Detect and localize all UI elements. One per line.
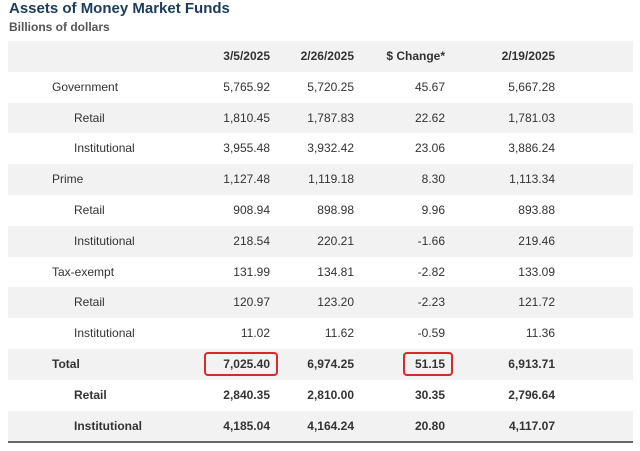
value-cell: 134.81 — [317, 264, 354, 279]
value-cell: -0.59 — [417, 326, 445, 341]
value-cell: 1,113.34 — [509, 172, 555, 187]
row-label: Retail — [74, 110, 105, 125]
value-cell: 8.30 — [421, 172, 445, 187]
highlighted-total-value: 7,025.40 — [204, 351, 278, 376]
row-label: Total — [52, 356, 80, 371]
value-cell: 11.02 — [240, 326, 270, 341]
value-cell: 11.36 — [525, 326, 555, 341]
header-col-3: $ Change* — [386, 49, 445, 63]
value-cell: 9.96 — [421, 202, 445, 217]
value-cell: 898.98 — [317, 202, 354, 217]
value-cell: 2,840.35 — [223, 387, 270, 402]
row-label: Retail — [74, 295, 105, 310]
value-cell: 219.46 — [518, 233, 555, 248]
value-cell: 133.09 — [518, 264, 555, 279]
table-row: Retail 908.94 898.98 9.96 893.88 — [8, 195, 633, 226]
value-cell: 4,164.24 — [307, 418, 354, 433]
value-cell: 20.80 — [414, 418, 445, 433]
table-row: Government 5,765.92 5,720.25 45.67 5,667… — [8, 72, 633, 103]
table-bottom-rule — [8, 441, 633, 444]
value-cell: 23.06 — [414, 141, 445, 156]
value-cell: 3,955.48 — [223, 141, 270, 156]
value-cell: 121.72 — [518, 295, 555, 310]
value-cell: 218.54 — [233, 233, 270, 248]
header-col-2: 2/26/2025 — [300, 49, 354, 63]
value-cell: 4,185.04 — [223, 418, 270, 433]
value-cell: 22.62 — [414, 110, 445, 125]
value-cell: 908.94 — [233, 202, 270, 217]
value-cell: 1,810.45 — [223, 110, 270, 125]
table-row: Retail 1,810.45 1,787.83 22.62 1,781.03 — [8, 102, 633, 134]
total-row: Total 7,025.40 6,974.25 51.15 6,913.71 — [8, 348, 633, 380]
value-cell: 1,781.03 — [508, 110, 555, 125]
value-cell: -1.66 — [417, 233, 445, 248]
value-cell: 6,913.71 — [508, 356, 555, 371]
table-row: Institutional 4,185.04 4,164.24 20.80 4,… — [8, 410, 633, 442]
table-title: Assets of Money Market Funds — [9, 0, 230, 17]
value-cell: 220.21 — [317, 233, 354, 248]
value-cell: 2,796.64 — [508, 387, 555, 402]
table-row: Institutional 3,955.48 3,932.42 23.06 3,… — [8, 133, 633, 164]
value-cell: 3,932.42 — [307, 141, 354, 156]
value-cell: -2.23 — [417, 295, 445, 310]
row-label: Institutional — [74, 418, 142, 433]
value-cell: 1,127.48 — [223, 172, 270, 187]
value-cell: 120.97 — [233, 295, 270, 310]
row-label: Institutional — [74, 141, 135, 156]
header-col-1: 3/5/2025 — [223, 49, 270, 63]
value-cell: 5,720.25 — [307, 79, 354, 94]
value-cell: -2.82 — [417, 264, 445, 279]
money-market-assets-table: 3/5/2025 2/26/2025 $ Change* 2/19/2025 G… — [8, 41, 633, 444]
table-row: Institutional 218.54 220.21 -1.66 219.46 — [8, 225, 633, 257]
value-cell: 11.62 — [324, 326, 354, 341]
value-cell: 4,117.07 — [508, 418, 555, 433]
value-cell: 893.88 — [518, 202, 555, 217]
value-cell: 131.99 — [233, 264, 270, 279]
header-row: 3/5/2025 2/26/2025 $ Change* 2/19/2025 — [8, 41, 633, 72]
value-cell: 5,765.92 — [223, 79, 270, 94]
value-cell: 1,787.83 — [307, 110, 354, 125]
row-label: Tax-exempt — [52, 264, 115, 279]
table-row: Retail 120.97 123.20 -2.23 121.72 — [8, 287, 633, 319]
value-cell: 2,810.00 — [307, 387, 354, 402]
value-cell: 30.35 — [414, 387, 445, 402]
table-subtitle: Billions of dollars — [9, 20, 110, 34]
row-label: Retail — [74, 387, 107, 402]
table-row: Institutional 11.02 11.62 -0.59 11.36 — [8, 318, 633, 349]
value-cell: 45.67 — [414, 79, 445, 94]
row-label: Retail — [74, 202, 105, 217]
row-label: Institutional — [74, 233, 135, 248]
value-cell: 3,886.24 — [508, 141, 555, 156]
row-label: Institutional — [74, 326, 135, 341]
table-row: Prime 1,127.48 1,119.18 8.30 1,113.34 — [8, 164, 633, 195]
value-cell: 123.20 — [317, 295, 354, 310]
header-col-4: 2/19/2025 — [501, 49, 555, 63]
highlighted-change-value: 51.15 — [403, 351, 453, 376]
table-row: Retail 2,840.35 2,810.00 30.35 2,796.64 — [8, 380, 633, 411]
value-cell: 5,667.28 — [508, 79, 555, 94]
table-row: Tax-exempt 131.99 134.81 -2.82 133.09 — [8, 257, 633, 288]
row-label: Government — [52, 79, 119, 94]
value-cell: 6,974.25 — [307, 356, 354, 371]
row-label: Prime — [52, 172, 84, 187]
value-cell: 1,119.18 — [308, 172, 354, 187]
